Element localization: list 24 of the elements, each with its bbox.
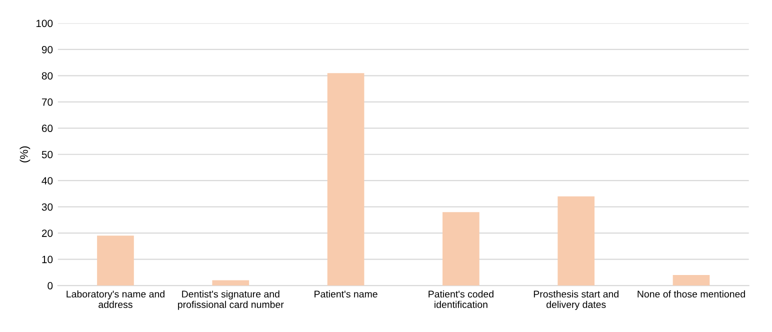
y-axis-title: (%) bbox=[20, 146, 30, 162]
bar bbox=[558, 196, 595, 286]
y-tick-label: 80 bbox=[42, 72, 53, 80]
y-tick-label: 60 bbox=[42, 124, 53, 132]
y-tick-label: 30 bbox=[42, 203, 53, 211]
x-tick-label: Prosthesis start and delivery dates bbox=[534, 290, 618, 310]
y-tick-label: 40 bbox=[42, 177, 53, 184]
bar bbox=[327, 73, 364, 286]
x-tick-label: Patient's name bbox=[314, 290, 378, 298]
y-tick-label: 0 bbox=[48, 282, 53, 290]
y-tick-label: 20 bbox=[42, 230, 53, 237]
bar bbox=[672, 275, 710, 286]
y-tick-label: 90 bbox=[42, 46, 53, 54]
bar bbox=[442, 212, 480, 286]
x-tick-label: Patient's coded identification bbox=[428, 290, 494, 308]
y-tick-label: 100 bbox=[36, 20, 53, 28]
y-tick-label: 70 bbox=[42, 98, 53, 106]
bar bbox=[97, 236, 134, 286]
y-tick-label: 10 bbox=[42, 256, 53, 264]
x-tick-label: Dentist's signature and profissional card number bbox=[178, 290, 284, 310]
y-tick-label: 50 bbox=[42, 150, 53, 158]
x-tick-label: Laboratory's name and address bbox=[66, 290, 164, 308]
x-tick-label: None of those mentioned bbox=[638, 290, 745, 298]
bar bbox=[212, 280, 250, 286]
